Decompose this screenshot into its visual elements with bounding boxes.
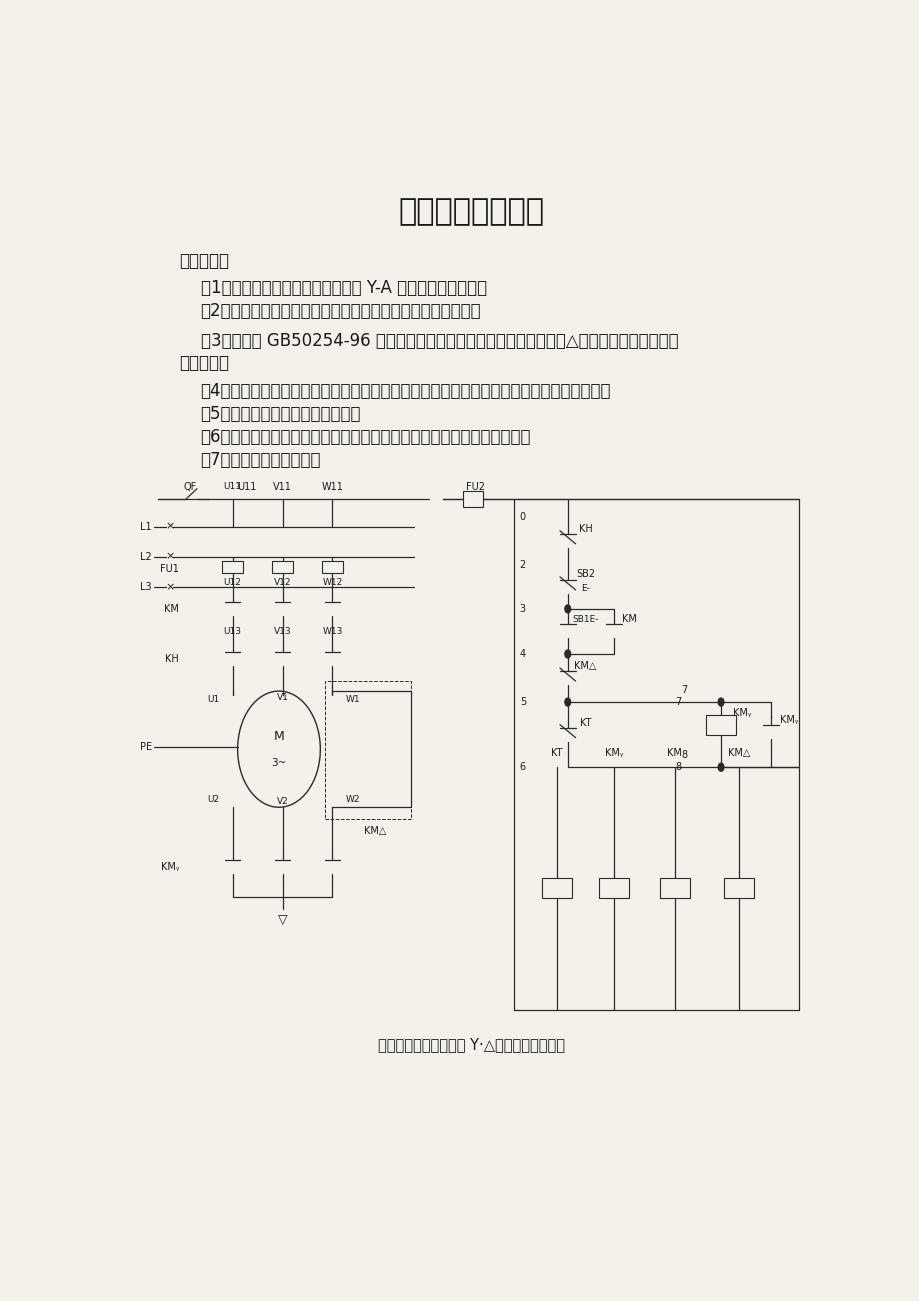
Text: KMᵧ: KMᵧ xyxy=(732,708,751,718)
Text: 5: 5 xyxy=(519,697,526,706)
Circle shape xyxy=(718,764,723,771)
Text: W1: W1 xyxy=(345,695,359,704)
Text: 0: 0 xyxy=(519,511,526,522)
Text: 8: 8 xyxy=(675,762,681,773)
Bar xyxy=(325,680,411,820)
Text: L2: L2 xyxy=(141,552,152,562)
Text: （1）正确识读时间继电器自动控制 Y-A 降压启动控制电路。: （1）正确识读时间继电器自动控制 Y-A 降压启动控制电路。 xyxy=(200,280,486,298)
Text: FU1: FU1 xyxy=(160,563,179,574)
Text: L1: L1 xyxy=(141,522,152,532)
Text: U2: U2 xyxy=(208,795,220,804)
Text: W13: W13 xyxy=(322,627,342,636)
Text: KMᵧ: KMᵧ xyxy=(161,863,179,873)
Text: 电力拖动竞赛项目: 电力拖动竞赛项目 xyxy=(398,196,544,225)
Text: 7: 7 xyxy=(675,697,681,706)
Text: SB1E-: SB1E- xyxy=(572,615,598,624)
Bar xyxy=(272,561,293,572)
Text: （5）正确检测电路，试运行良好。: （5）正确检测电路，试运行良好。 xyxy=(200,405,360,423)
Text: KH: KH xyxy=(578,524,592,533)
Text: SB2: SB2 xyxy=(575,569,595,579)
Text: FU2: FU2 xyxy=(465,481,484,492)
Text: KT: KT xyxy=(550,748,562,758)
Text: V13: V13 xyxy=(274,627,291,636)
Text: M: M xyxy=(273,730,284,743)
Text: 考核要求：: 考核要求： xyxy=(179,252,229,271)
Bar xyxy=(322,561,343,572)
Text: KH: KH xyxy=(165,654,179,664)
Circle shape xyxy=(718,699,723,706)
Text: （3）按国家 GB50254-96 标准的要求，完成时间继电器自动控制丫一△降压启动控制电路的安: （3）按国家 GB50254-96 标准的要求，完成时间继电器自动控制丫一△降压… xyxy=(200,333,677,350)
Text: ×: × xyxy=(165,582,176,592)
Text: ▽: ▽ xyxy=(278,913,287,926)
Text: 图时间继电器自动控制 Y·△降压启动控制线路: 图时间继电器自动控制 Y·△降压启动控制线路 xyxy=(378,1037,564,1053)
Text: KM△: KM△ xyxy=(573,661,596,671)
Bar xyxy=(221,561,243,572)
Text: KMᵧ: KMᵧ xyxy=(604,748,623,758)
Text: （6）否定项说明：未经允许擅自通电，造成设备损坏者，该项目记零分。: （6）否定项说明：未经允许擅自通电，造成设备损坏者，该项目记零分。 xyxy=(200,428,530,446)
Text: 4: 4 xyxy=(519,649,526,660)
Text: KMᵧ: KMᵧ xyxy=(778,716,797,725)
Text: KM△: KM△ xyxy=(727,748,749,758)
Ellipse shape xyxy=(237,691,320,807)
Text: QF: QF xyxy=(183,481,197,492)
Circle shape xyxy=(564,605,570,613)
Bar xyxy=(541,878,572,899)
Text: 2: 2 xyxy=(519,559,526,570)
Text: KM: KM xyxy=(666,748,681,758)
Bar xyxy=(723,878,753,899)
Bar xyxy=(462,490,482,506)
Text: V1: V1 xyxy=(277,692,289,701)
Circle shape xyxy=(564,699,570,706)
Text: 8: 8 xyxy=(680,751,686,760)
Text: U13: U13 xyxy=(223,627,242,636)
Text: L3: L3 xyxy=(141,582,152,592)
Text: 6: 6 xyxy=(519,762,526,773)
Text: KM: KM xyxy=(621,614,637,624)
Text: V11: V11 xyxy=(273,481,291,492)
Circle shape xyxy=(564,650,570,658)
Text: KM: KM xyxy=(165,604,179,614)
Bar xyxy=(705,714,735,735)
Text: V12: V12 xyxy=(274,579,291,587)
Text: PE: PE xyxy=(140,742,152,752)
Text: U11: U11 xyxy=(237,481,256,492)
Text: ×: × xyxy=(165,552,176,562)
Text: 装与调试。: 装与调试。 xyxy=(179,354,229,372)
Text: 3: 3 xyxy=(519,604,526,614)
Text: （2）正确识别设备、材料，正确选用仪器、仪表检测元器件。: （2）正确识别设备、材料，正确选用仪器、仪表检测元器件。 xyxy=(200,302,481,320)
Text: KM△: KM△ xyxy=(364,826,386,837)
Text: （7）原理图如下图所示：: （7）原理图如下图所示： xyxy=(200,450,321,468)
Text: W12: W12 xyxy=(322,579,342,587)
Bar xyxy=(659,878,689,899)
Text: U11: U11 xyxy=(223,483,242,492)
Text: KT: KT xyxy=(579,718,591,727)
Text: 7: 7 xyxy=(680,686,686,695)
Text: E-: E- xyxy=(581,584,589,593)
Bar xyxy=(598,878,629,899)
Text: ×: × xyxy=(165,522,176,532)
Text: （4）安装、调试的步骤合理、方法正确，整定值准确，符合技术要求，控制系统动作可靠。: （4）安装、调试的步骤合理、方法正确，整定值准确，符合技术要求，控制系统动作可靠… xyxy=(200,381,610,399)
Text: U1: U1 xyxy=(208,695,220,704)
Text: W2: W2 xyxy=(345,795,359,804)
Text: U12: U12 xyxy=(223,579,242,587)
Text: 3~: 3~ xyxy=(271,758,287,768)
Text: V2: V2 xyxy=(277,796,289,805)
Text: W11: W11 xyxy=(321,481,343,492)
